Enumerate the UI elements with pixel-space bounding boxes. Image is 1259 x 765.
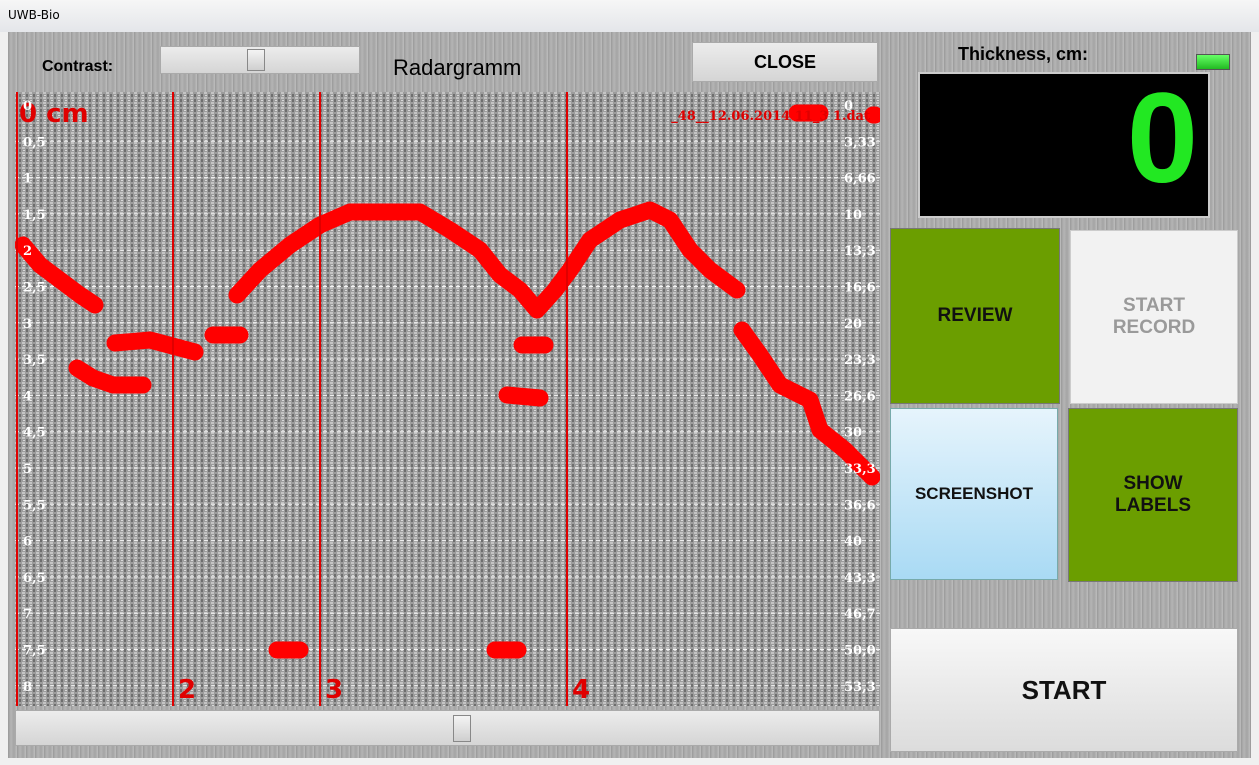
right-scale-label: 13,3 (844, 244, 876, 259)
right-scale-label: 0 (844, 99, 853, 114)
left-scale-label: 1,5 (23, 208, 46, 223)
left-scale-label: 4 (23, 389, 32, 404)
trace (106, 331, 204, 361)
contrast-label: Contrast: (42, 58, 114, 75)
left-scale-label: 2 (23, 244, 32, 259)
left-scale-label: 5,5 (23, 498, 46, 513)
left-scale-label: 6 (23, 535, 32, 550)
left-scale-label: 0,5 (23, 135, 46, 150)
right-scale-label: 26,6 (844, 389, 876, 404)
file-name: _48__12.06.2014 11_3 1.dat (671, 109, 870, 124)
detections (15, 104, 880, 659)
right-scale-label: 6,66 (844, 172, 876, 187)
left-scale-label: 0 (23, 99, 32, 114)
right-scale-label: 23,3 (844, 353, 876, 368)
panel-title: Radargramm (393, 55, 522, 80)
right-scale-label: 30 (844, 426, 862, 441)
thickness-label: Thickness, cm: (958, 44, 1089, 64)
left-scale-label: 6,5 (23, 571, 46, 586)
right-scale-label: 10 (844, 208, 862, 223)
thickness-value: 0 (1126, 67, 1198, 210)
trace (228, 201, 746, 319)
marker-lines (16, 92, 568, 706)
left-scale-label: 5 (23, 462, 32, 477)
title-bar: UWB-Bio (0, 0, 1259, 32)
review-button[interactable]: REVIEW (890, 228, 1060, 404)
right-scale-label: 53,3 (844, 680, 876, 695)
window-title: UWB-Bio (8, 8, 60, 22)
right-scale-label: 3,33 (844, 135, 876, 150)
horizontal-scrollbar[interactable] (15, 710, 880, 746)
right-scale-label: 36,6 (844, 498, 876, 513)
right-scale-label: 20 (844, 317, 862, 332)
radar-background (15, 92, 880, 706)
start-button[interactable]: START (890, 628, 1238, 752)
right-scale-label: 46,7 (844, 607, 876, 622)
slider-thumb[interactable] (247, 49, 265, 71)
start-record-button[interactable]: START RECORD (1070, 230, 1238, 404)
right-scale-label: 16,6 (844, 281, 876, 296)
marker-label: 3 (325, 675, 343, 705)
left-scale-label: 4,5 (23, 426, 46, 441)
close-button[interactable]: CLOSE (692, 42, 878, 82)
trace (733, 321, 880, 486)
right-scale-label: 43,3 (844, 571, 876, 586)
thickness-display: 0 (918, 67, 1210, 218)
left-scale-label: 7 (23, 607, 32, 622)
trace (15, 236, 104, 314)
left-scale-label: 7,5 (23, 644, 46, 659)
left-scale-label: 1 (23, 172, 32, 187)
right-scale-label: 50,0 (844, 644, 876, 659)
left-scale-label: 3,5 (23, 353, 46, 368)
radargram: 0 cm _48__12.06.2014 11_3 1.dat 0 0,5 1 1,5… (15, 92, 880, 706)
marker-label: 2 (178, 675, 196, 705)
right-scale-label: 33,3 (844, 462, 876, 477)
left-scale-label: 2,5 (23, 281, 46, 296)
status-led (1196, 54, 1230, 70)
show-labels-button[interactable]: SHOW LABELS (1068, 408, 1238, 582)
contrast-slider[interactable] (160, 46, 360, 74)
left-scale-label: 3 (23, 317, 32, 332)
scroll-thumb[interactable] (453, 715, 471, 742)
right-scale-label: 40 (844, 535, 862, 550)
screenshot-button[interactable]: SCREENSHOT (890, 408, 1058, 580)
trace (68, 359, 152, 394)
depth-label: 0 cm (19, 99, 89, 129)
marker-label: 4 (572, 675, 590, 705)
trace (498, 386, 549, 407)
left-scale-label: 8 (23, 680, 32, 695)
